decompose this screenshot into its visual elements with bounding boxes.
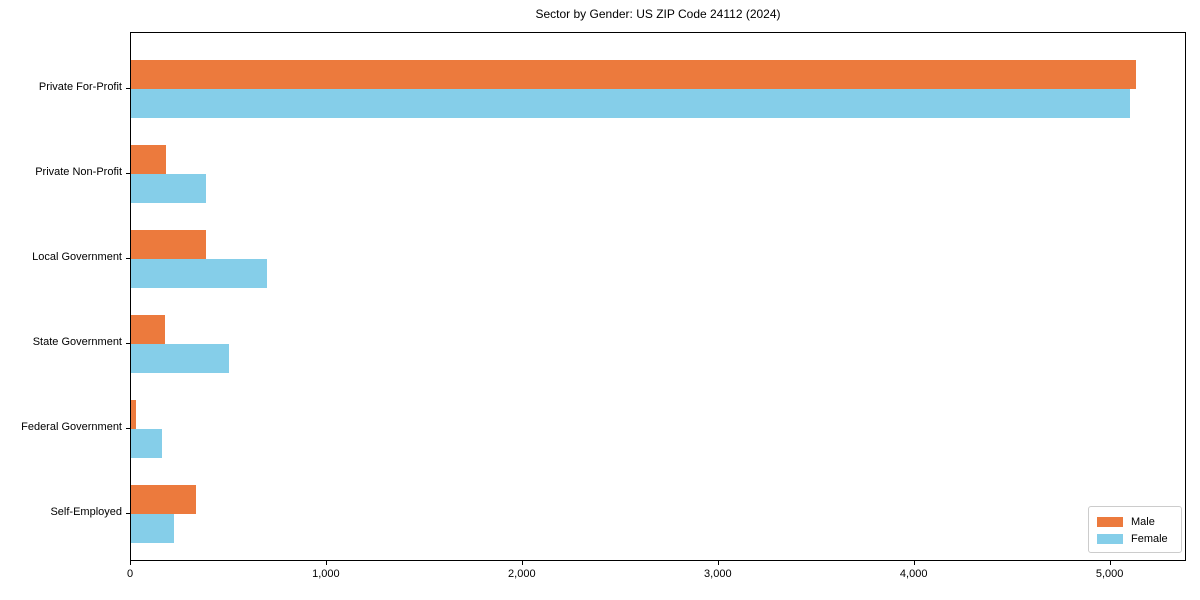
bar-female-1 [131,89,1131,118]
x-tick-mark [717,561,719,565]
bar-female-3 [131,259,268,288]
y-tick-mark [126,343,130,344]
y-tick-mark [126,428,130,429]
x-tick-label: 1,000 [312,568,340,580]
x-tick-mark [325,561,327,565]
y-tick-label: Local Government [32,251,122,263]
y-tick-mark [126,258,130,259]
y-tick-label: Private For-Profit [38,81,122,93]
y-tick-mark [126,88,130,89]
x-tick-mark [130,561,131,565]
chart-title: Sector by Gender: US ZIP Code 24112 (202… [535,7,781,21]
bar-female-6 [131,514,175,543]
x-tick-label: 3,000 [704,568,732,580]
plot-area [130,32,1186,561]
bar-male-6 [131,485,196,514]
x-tick-label: 2,000 [508,568,536,580]
x-tick-mark [1109,561,1111,565]
x-tick-label: 5,000 [1095,568,1124,580]
bar-male-4 [131,315,166,344]
male-swatch-icon [1097,516,1123,527]
y-tick-label: State Government [32,336,122,348]
y-tick-label: Private Non-Profit [35,166,122,178]
female-swatch-icon [1097,533,1123,544]
y-tick-label: Federal Government [21,421,122,433]
legend-item-male: Male [1097,513,1173,530]
legend-item-female: Female [1097,530,1173,547]
x-tick-mark [913,561,915,565]
y-tick-mark [126,173,130,174]
y-tick-mark [126,513,130,514]
bar-male-1 [131,60,1137,89]
x-tick-label: 4,000 [899,568,928,580]
x-tick-label: 0 [126,568,134,580]
legend-label-female: Female [1131,532,1168,545]
bar-male-2 [131,145,167,174]
legend: Male Female [1088,506,1182,553]
bar-male-3 [131,230,207,259]
y-tick-label: Self-Employed [50,506,122,518]
bar-female-4 [131,344,229,373]
bar-female-5 [131,429,163,458]
x-tick-mark [521,561,523,565]
legend-label-male: Male [1131,515,1155,528]
bar-female-2 [131,174,207,203]
bar-male-5 [131,400,136,429]
